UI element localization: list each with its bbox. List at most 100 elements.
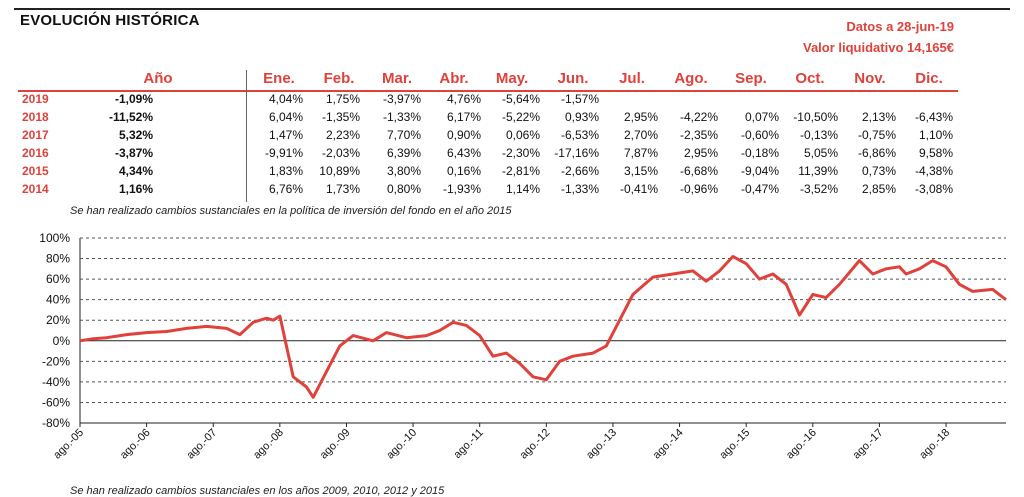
monthly-return-cell: 0,07% — [744, 110, 779, 124]
monthly-return-cell: 3,15% — [623, 164, 658, 178]
monthly-return-cell: 6,76% — [268, 182, 303, 196]
monthly-return-cell: 4,76% — [446, 92, 481, 106]
y-axis-ticks: 100% 80% 60% 40% 20% 0% -20% -40% -60% -80% — [39, 231, 70, 430]
chart-note: Se han realizado cambios sustanciales en… — [70, 485, 445, 497]
table-row: 2015 4,34% 1,83% 10,89% 3,80% 0,16% -2,81% -2,6… — [0, 164, 1024, 182]
monthly-return-cell: -2,81% — [501, 164, 540, 178]
monthly-return-cell: 3,80% — [386, 164, 421, 178]
monthly-return-cell: 6,04% — [268, 110, 303, 124]
monthly-return-cell: -5,64% — [501, 92, 540, 106]
y-tick-label: 80% — [46, 252, 70, 266]
annual-return-cell: -3,87% — [114, 146, 153, 160]
monthly-return-cell: 7,87% — [623, 146, 658, 160]
monthly-return-cell: -0,18% — [740, 146, 779, 160]
y-tick-label: 20% — [46, 313, 70, 327]
x-tick-label: ago.-18 — [917, 427, 952, 462]
monthly-return-cell: -3,52% — [799, 182, 838, 196]
table-row: 2014 1,16% 6,76% 1,73% 0,80% -1,93% 1,14% -1,33… — [0, 182, 1024, 200]
monthly-return-cell: -2,35% — [679, 128, 718, 142]
x-tick-label: ago.-09 — [318, 427, 353, 462]
year-cell: 2018 — [22, 110, 49, 124]
table-note: Se han realizado cambios sustanciales en… — [70, 205, 512, 217]
year-cell: 2016 — [22, 146, 49, 160]
table-column-separator — [246, 70, 247, 202]
monthly-return-cell: 1,10% — [918, 128, 953, 142]
monthly-return-cell: -6,68% — [679, 164, 718, 178]
year-column-header: Año — [143, 70, 173, 87]
monthly-return-cell: 0,80% — [386, 182, 421, 196]
monthly-return-cell: -6,86% — [857, 146, 896, 160]
year-cell: 2015 — [22, 164, 49, 178]
monthly-return-cell: 11,39% — [798, 164, 838, 178]
month-header: Feb. — [323, 70, 355, 87]
month-header: Mar. — [381, 70, 413, 87]
chart-gridlines — [79, 237, 1006, 424]
monthly-return-cell: -4,22% — [679, 110, 718, 124]
y-tick-label: -20% — [42, 354, 70, 368]
monthly-return-cell: -1,93% — [442, 182, 481, 196]
monthly-return-cell: -1,57% — [560, 92, 599, 106]
x-tick-label: ago.-10 — [384, 427, 419, 462]
monthly-return-cell: 1,73% — [325, 182, 360, 196]
month-header: Dic. — [915, 70, 943, 87]
page-title: EVOLUCIÓN HISTÓRICA — [20, 12, 200, 29]
monthly-return-cell: -1,33% — [382, 110, 421, 124]
date-label: Datos a 28-jun-19 — [846, 19, 954, 34]
monthly-return-cell: -0,60% — [740, 128, 779, 142]
monthly-return-cell: 2,85% — [861, 182, 896, 196]
monthly-return-cell: 6,17% — [446, 110, 481, 124]
monthly-return-cell: 2,13% — [861, 110, 896, 124]
monthly-return-cell: 5,05% — [803, 146, 838, 160]
monthly-return-cell: 0,93% — [564, 110, 599, 124]
monthly-return-cell: 10,89% — [319, 164, 360, 178]
monthly-return-cell: 9,58% — [918, 146, 953, 160]
monthly-return-cell: 2,23% — [325, 128, 360, 142]
month-header: Ago. — [674, 70, 708, 87]
monthly-return-cell: -0,96% — [679, 182, 718, 196]
monthly-return-cell: 4,04% — [268, 92, 303, 106]
x-tick-label: ago.-17 — [851, 427, 886, 462]
y-tick-label: 100% — [39, 231, 70, 245]
y-tick-label: 0% — [53, 334, 71, 348]
x-tick-label: ago.-07 — [184, 427, 219, 462]
month-header: Abr. — [439, 70, 469, 87]
annual-return-cell: 5,32% — [118, 128, 153, 142]
nav-label: Valor liquidativo 14,165€ — [802, 40, 954, 55]
month-header: Ene. — [263, 70, 295, 87]
x-tick-label: ago.-13 — [584, 427, 619, 462]
month-header: Sep. — [735, 70, 767, 87]
month-header: Jun. — [557, 70, 589, 87]
table-row: 2017 5,32% 1,47% 2,23% 7,70% 0,90% 0,06% -6,53%… — [0, 128, 1024, 146]
monthly-return-cell: -1,35% — [321, 110, 360, 124]
monthly-return-cell: 2,95% — [623, 110, 658, 124]
y-tick-label: 60% — [46, 272, 70, 286]
monthly-return-cell: -2,66% — [560, 164, 599, 178]
monthly-return-cell: -6,53% — [560, 128, 599, 142]
monthly-return-cell: 0,73% — [861, 164, 896, 178]
year-cell: 2019 — [22, 92, 49, 106]
monthly-return-cell: -10,50% — [793, 110, 838, 124]
annual-return-cell: -1,09% — [114, 92, 153, 106]
monthly-return-cell: -9,91% — [264, 146, 303, 160]
monthly-return-cell: 0,90% — [446, 128, 481, 142]
y-tick-label: -80% — [42, 416, 70, 430]
annual-return-cell: 1,16% — [118, 182, 153, 196]
y-tick-label: 40% — [46, 293, 70, 307]
monthly-return-cell: -3,08% — [914, 182, 953, 196]
monthly-return-cell: -5,22% — [501, 110, 540, 124]
monthly-return-cell: 6,39% — [386, 146, 421, 160]
y-tick-label: -60% — [42, 395, 70, 409]
month-header: Nov. — [854, 70, 886, 87]
monthly-return-cell: -4,38% — [914, 164, 953, 178]
monthly-return-cell: 1,75% — [325, 92, 360, 106]
year-cell: 2017 — [22, 128, 49, 142]
monthly-return-cell: -17,16% — [554, 146, 599, 160]
annual-return-cell: 4,34% — [118, 164, 153, 178]
monthly-return-cell: -6,43% — [914, 110, 953, 124]
monthly-return-cell: -0,47% — [740, 182, 779, 196]
annual-return-cell: -11,52% — [108, 110, 153, 124]
monthly-return-cell: 1,47% — [268, 128, 303, 142]
monthly-return-cell: 0,16% — [446, 164, 481, 178]
x-tick-label: ago.-16 — [784, 427, 819, 462]
year-cell: 2014 — [22, 182, 49, 196]
